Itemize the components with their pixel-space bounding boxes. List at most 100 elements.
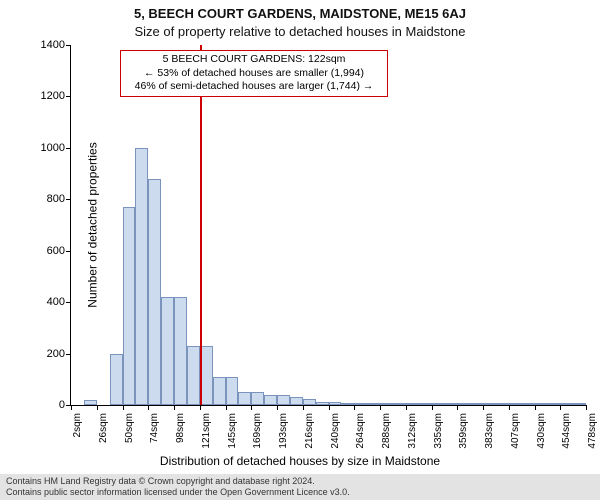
ytick	[66, 354, 71, 355]
ytick	[66, 148, 71, 149]
xtick	[251, 405, 252, 410]
histogram-bar	[238, 392, 251, 405]
xtick	[406, 405, 407, 410]
histogram-bar	[393, 403, 406, 405]
bars-layer	[71, 45, 586, 405]
histogram-bar	[483, 403, 496, 405]
histogram-bar	[277, 395, 290, 405]
histogram-bar	[110, 354, 123, 405]
ytick-label: 1000	[25, 142, 65, 154]
ytick-label: 0	[25, 399, 65, 411]
xtick	[535, 405, 536, 410]
xtick	[509, 405, 510, 410]
histogram-bar	[174, 297, 187, 405]
histogram-bar	[509, 403, 522, 405]
x-axis-label: Distribution of detached houses by size …	[0, 454, 600, 468]
ytick-label: 800	[25, 193, 65, 205]
xtick	[174, 405, 175, 410]
ytick	[66, 302, 71, 303]
xtick-label: 26sqm	[98, 413, 109, 458]
xtick-label: 383sqm	[484, 413, 495, 458]
annotation-line-3: 46% of semi-detached houses are larger (…	[127, 80, 381, 94]
marker-vertical-line	[200, 45, 202, 405]
xtick	[329, 405, 330, 410]
ytick	[66, 96, 71, 97]
histogram-bar	[380, 403, 393, 405]
histogram-bar	[84, 400, 97, 405]
histogram-bar	[419, 403, 432, 405]
histogram-bar	[496, 403, 509, 405]
chart-container: 5, BEECH COURT GARDENS, MAIDSTONE, ME15 …	[0, 0, 600, 500]
footer-licence: Contains HM Land Registry data © Crown c…	[0, 474, 600, 500]
xtick-label: 359sqm	[458, 413, 469, 458]
histogram-bar	[432, 403, 445, 405]
histogram-bar	[341, 403, 354, 405]
footer-line-1: Contains HM Land Registry data © Crown c…	[6, 476, 594, 487]
xtick-label: 2sqm	[72, 413, 83, 458]
histogram-bar	[303, 399, 316, 405]
xtick-label: 407sqm	[510, 413, 521, 458]
xtick	[97, 405, 98, 410]
plot-area	[70, 45, 586, 406]
xtick-label: 98sqm	[175, 413, 186, 458]
xtick-label: 169sqm	[252, 413, 263, 458]
histogram-bar	[290, 397, 303, 405]
histogram-bar	[187, 346, 200, 405]
histogram-bar	[123, 207, 136, 405]
histogram-bar	[444, 403, 457, 405]
xtick	[303, 405, 304, 410]
xtick-label: 121sqm	[201, 413, 212, 458]
xtick	[148, 405, 149, 410]
histogram-bar	[161, 297, 174, 405]
annotation-line-2: ← 53% of detached houses are smaller (1,…	[127, 67, 381, 81]
ytick	[66, 199, 71, 200]
histogram-bar	[367, 403, 380, 405]
xtick-label: 74sqm	[149, 413, 160, 458]
ytick-label: 400	[25, 296, 65, 308]
histogram-bar	[535, 403, 548, 405]
histogram-bar	[213, 377, 226, 405]
xtick-label: 264sqm	[355, 413, 366, 458]
xtick	[354, 405, 355, 410]
annotation-line-1: 5 BEECH COURT GARDENS: 122sqm	[127, 53, 381, 67]
xtick-label: 50sqm	[124, 413, 135, 458]
xtick-label: 335sqm	[433, 413, 444, 458]
xtick-label: 145sqm	[227, 413, 238, 458]
xtick	[277, 405, 278, 410]
ytick-label: 200	[25, 348, 65, 360]
ytick-label: 1200	[25, 90, 65, 102]
histogram-bar	[560, 403, 573, 405]
xtick-label: 216sqm	[304, 413, 315, 458]
ytick-label: 1400	[25, 39, 65, 51]
histogram-bar	[264, 395, 277, 405]
histogram-bar	[522, 403, 535, 405]
xtick	[380, 405, 381, 410]
histogram-bar	[547, 403, 560, 405]
xtick	[457, 405, 458, 410]
histogram-bar	[406, 403, 419, 405]
histogram-bar	[457, 403, 470, 405]
footer-line-2: Contains public sector information licen…	[6, 487, 594, 498]
ytick-label: 600	[25, 245, 65, 257]
annotation-box: 5 BEECH COURT GARDENS: 122sqm ← 53% of d…	[120, 50, 388, 97]
histogram-bar	[573, 403, 586, 405]
xtick-label: 454sqm	[561, 413, 572, 458]
xtick-label: 288sqm	[381, 413, 392, 458]
histogram-bar	[329, 402, 342, 405]
xtick-label: 193sqm	[278, 413, 289, 458]
histogram-bar	[354, 403, 367, 405]
xtick	[123, 405, 124, 410]
histogram-bar	[316, 402, 329, 405]
xtick	[200, 405, 201, 410]
xtick	[560, 405, 561, 410]
xtick	[432, 405, 433, 410]
xtick-label: 430sqm	[536, 413, 547, 458]
histogram-bar	[226, 377, 239, 405]
ytick	[66, 45, 71, 46]
xtick	[226, 405, 227, 410]
ytick	[66, 251, 71, 252]
xtick-label: 478sqm	[587, 413, 598, 458]
xtick	[71, 405, 72, 410]
histogram-bar	[135, 148, 148, 405]
title-address: 5, BEECH COURT GARDENS, MAIDSTONE, ME15 …	[0, 6, 600, 21]
